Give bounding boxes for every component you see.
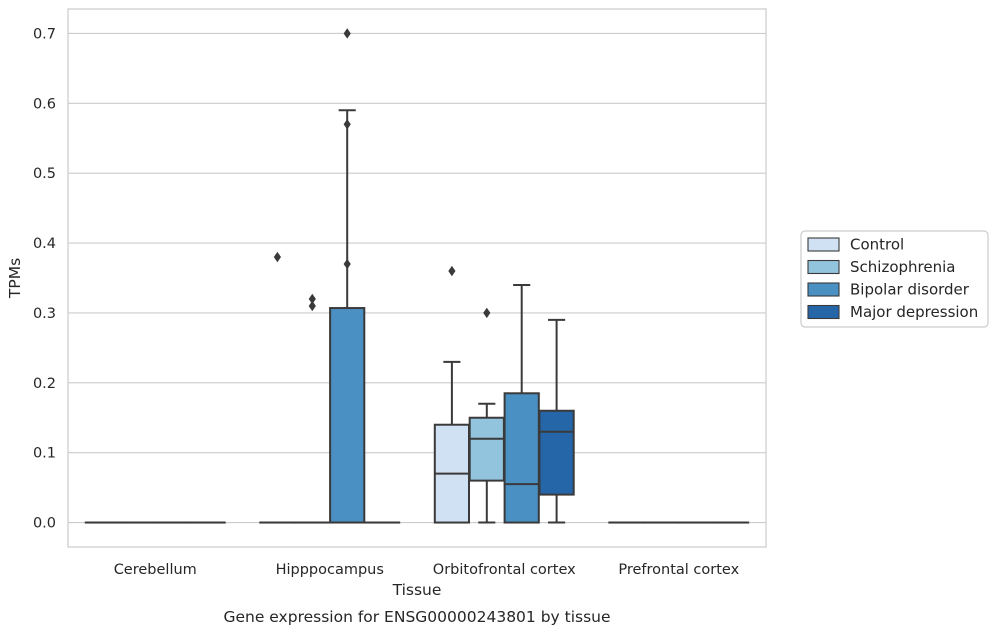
x-tick-label: Hipppocampus: [276, 562, 384, 578]
legend-swatch: [807, 304, 840, 320]
box-bipolar-disorder: [503, 283, 540, 524]
outlier-point: [343, 258, 351, 270]
box-bipolar-disorder: [329, 28, 366, 524]
y-axis-label: TPMs: [6, 258, 24, 299]
legend-entry: Control: [850, 236, 904, 254]
box-layer: [84, 28, 750, 524]
y-tick-label: 0.7: [33, 26, 56, 42]
legend-entry: Major depression: [850, 303, 978, 321]
gridlines: [68, 32, 766, 524]
x-tick-label: Cerebellum: [114, 562, 197, 578]
box-control: [433, 265, 471, 524]
box-iqr: [329, 307, 366, 524]
box-major-depression: [538, 318, 575, 524]
outlier-point: [448, 265, 456, 277]
y-tick-label: 0.0: [33, 516, 56, 532]
outlier-point: [273, 251, 281, 263]
x-tick-labels: Cerebellum Hipppocampus Orbitofrontal cort…: [114, 562, 740, 578]
y-tick-label: 0.5: [33, 166, 56, 182]
legend-swatch: [807, 237, 840, 252]
box-schizophrenia: [294, 293, 331, 524]
x-tick-label: Orbitofrontal cortex: [433, 562, 576, 578]
legend-entry: Bipolar disorder: [850, 281, 970, 299]
legend-swatch: [807, 282, 840, 297]
y-tick-label: 0.6: [33, 96, 56, 112]
outlier-point: [308, 300, 316, 312]
legend-frame: [800, 230, 989, 328]
y-tick-label: 0.1: [33, 446, 56, 462]
outlier-point: [483, 307, 491, 319]
outlier-point: [343, 119, 351, 130]
box-iqr: [538, 409, 575, 496]
y-tick-label: 0.2: [33, 376, 56, 392]
y-tick-labels: 0.0 0.1 0.2 0.3 0.4 0.5 0.6 0.7: [33, 26, 56, 531]
outlier-point: [343, 28, 351, 39]
legend-entry: Schizophrenia: [850, 258, 955, 276]
box-schizophrenia: [468, 307, 505, 524]
x-tick-label: Prefrontal cortex: [618, 562, 739, 578]
y-tick-label: 0.3: [33, 306, 56, 322]
outlier-point: [308, 293, 316, 305]
y-tick-label: 0.4: [33, 236, 56, 252]
box-iqr: [503, 392, 540, 524]
x-axis-label: Tissue: [392, 581, 442, 599]
box-iqr: [468, 416, 505, 482]
box-control: [259, 251, 296, 524]
plot-area-frame: [67, 8, 767, 548]
chart-caption: Gene expression for ENSG00000243801 by t…: [223, 608, 610, 626]
legend-swatch: [807, 259, 840, 275]
legend: Control Schizophrenia Bipolar disorder Majo…: [800, 230, 989, 328]
